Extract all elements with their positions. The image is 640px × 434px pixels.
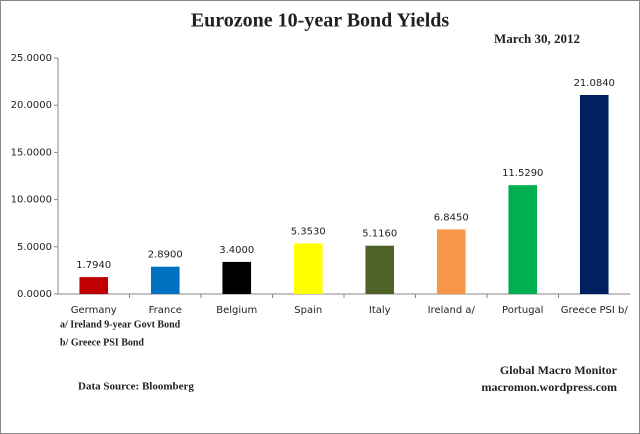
bar xyxy=(436,229,466,294)
value-label: 11.5290 xyxy=(502,168,543,179)
y-tick-label: 25.0000 xyxy=(11,53,52,64)
credit: Global Macro Monitor xyxy=(500,363,618,377)
value-label: 21.0840 xyxy=(574,78,615,89)
x-tick-label: Belgium xyxy=(216,305,257,316)
bar xyxy=(579,94,609,294)
bar xyxy=(222,261,252,294)
y-tick-label: 15.0000 xyxy=(11,147,52,158)
value-label: 1.7940 xyxy=(76,260,111,271)
note: b/ Greece PSI Bond xyxy=(60,337,144,348)
x-tick-label: Ireland a/ xyxy=(428,305,476,316)
x-tick-label: France xyxy=(149,305,182,316)
chart-title: Eurozone 10-year Bond Yields xyxy=(191,10,450,32)
chart-subtitle: March 30, 2012 xyxy=(494,31,580,46)
value-label: 3.4000 xyxy=(219,245,254,256)
x-tick-label: Greece PSI b/ xyxy=(561,305,629,316)
x-tick-label: Spain xyxy=(294,305,322,316)
bar xyxy=(293,243,323,294)
x-tick-label: Portugal xyxy=(502,305,543,316)
bar xyxy=(365,245,395,294)
value-label: 5.1160 xyxy=(362,229,397,240)
y-tick-label: 0.0000 xyxy=(17,289,52,300)
bar xyxy=(79,277,109,294)
credit: macromon.wordpress.com xyxy=(481,380,617,394)
y-tick-label: 20.0000 xyxy=(11,100,52,111)
bar xyxy=(150,266,180,294)
bar xyxy=(508,185,538,294)
value-label: 2.8900 xyxy=(148,250,183,261)
y-tick-label: 5.0000 xyxy=(17,242,52,253)
y-tick-label: 10.0000 xyxy=(11,195,52,206)
note: a/ Ireland 9-year Govt Bond xyxy=(60,319,181,330)
x-tick-label: Germany xyxy=(71,305,117,316)
source: Data Source: Bloomberg xyxy=(78,381,194,393)
value-label: 6.8450 xyxy=(434,212,469,223)
x-tick-label: Italy xyxy=(369,305,391,316)
value-label: 5.3530 xyxy=(291,226,326,237)
